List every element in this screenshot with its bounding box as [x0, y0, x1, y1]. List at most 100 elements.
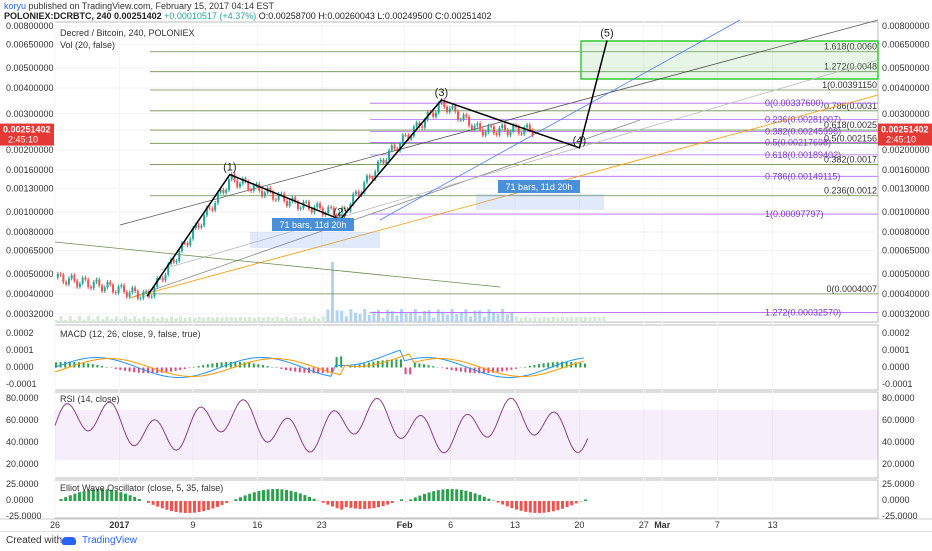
- volume-bar: [460, 312, 463, 322]
- volume-bar: [106, 316, 109, 322]
- x-tick-label: 2017: [109, 520, 129, 530]
- x-tick-label: Mar: [654, 520, 671, 530]
- macd-hist-bar: [165, 368, 167, 373]
- volume-bar: [501, 309, 504, 322]
- ewo-bar: [326, 501, 329, 505]
- ewo-bar: [432, 491, 435, 501]
- volume-bar: [60, 316, 63, 322]
- wave-label: (5): [600, 28, 613, 40]
- macd-hist-bar: [211, 363, 213, 367]
- x-tick-label: 9: [190, 520, 195, 530]
- fib-label-green: 0.236(0.0012: [824, 186, 877, 196]
- volume-bar: [400, 309, 403, 322]
- macd-hist-bar: [106, 367, 108, 368]
- y-tick-left: 0.00065000: [6, 246, 54, 256]
- ewo-bar: [234, 499, 237, 501]
- ewo-bar: [285, 490, 288, 501]
- ewo-bar: [239, 497, 242, 501]
- candle-body: [145, 291, 147, 292]
- range-shade: [476, 194, 604, 210]
- volume-bar: [515, 317, 518, 322]
- macd-hist-bar: [184, 368, 186, 370]
- ewo-bar: [423, 494, 426, 501]
- volume-bar: [239, 317, 242, 322]
- candle-body: [432, 113, 434, 117]
- candle-body: [87, 279, 89, 286]
- candle-body: [521, 134, 523, 135]
- candle-body: [253, 185, 255, 191]
- volume-bar: [584, 317, 587, 322]
- candle-body: [388, 150, 390, 160]
- candle-body: [225, 190, 227, 193]
- ewo-bar: [280, 489, 283, 501]
- macd-hist-bar: [101, 366, 103, 368]
- candle-body: [82, 278, 84, 284]
- macd-hist-bar: [432, 366, 434, 367]
- rsi-tick-left: 80.0000: [6, 393, 39, 403]
- macd-hist-bar: [290, 368, 292, 371]
- macd-hist-bar: [414, 363, 416, 368]
- volume-bar: [405, 313, 408, 322]
- y-tick-right: 0.00650000: [882, 40, 930, 50]
- y-tick-left: 0.00200000: [6, 145, 54, 155]
- volume-bar: [492, 312, 495, 322]
- candle-body: [90, 287, 92, 288]
- candle-body: [487, 126, 489, 133]
- ewo-bar: [133, 497, 136, 501]
- tradingview-link[interactable]: TradingView: [82, 532, 137, 550]
- macd-hist-bar: [336, 357, 338, 367]
- ewo-title: Elliot Wave Oscillator (close, 5, 35, fa…: [60, 483, 223, 493]
- volume-bar: [280, 318, 283, 322]
- ewo-bar: [529, 501, 532, 513]
- volume-bar: [234, 317, 237, 322]
- volume-bar: [497, 314, 500, 322]
- rsi-tick-left: 20.0000: [6, 459, 39, 469]
- candle-body: [164, 275, 166, 281]
- macd-hist-bar: [529, 366, 531, 368]
- candle-body: [118, 287, 120, 293]
- macd-hist-bar: [579, 363, 581, 368]
- ewo-bar: [469, 492, 472, 501]
- candle-body: [57, 274, 59, 278]
- candle-body: [482, 130, 484, 136]
- macd-hist-bar: [506, 368, 508, 371]
- candle-body: [468, 117, 470, 126]
- candle-body: [189, 239, 191, 246]
- candle-body: [203, 215, 205, 225]
- macd-hist-bar: [441, 368, 443, 369]
- macd-hist-bar: [64, 362, 66, 368]
- ewo-bar: [386, 501, 389, 505]
- volume-bar: [198, 317, 201, 322]
- candle-body: [476, 124, 478, 126]
- macd-hist-bar: [455, 368, 457, 371]
- ewo-bar: [377, 501, 380, 507]
- volume-bar: [345, 316, 348, 322]
- volume-bar: [294, 316, 297, 322]
- macd-tick-left: 0.0001: [6, 345, 34, 355]
- volume-bar: [211, 317, 214, 322]
- macd-hist-bar: [133, 368, 135, 373]
- ewo-bar: [64, 497, 67, 501]
- volume-bar: [221, 317, 224, 322]
- macd-tick-right: 0.0000: [882, 362, 910, 372]
- candle-body: [385, 160, 387, 163]
- volume-bar: [87, 316, 90, 322]
- candle-body: [509, 131, 511, 135]
- ewo-bar: [400, 499, 403, 501]
- fib-label-purple: 0.382(0.00245996): [765, 127, 841, 137]
- candle-body: [275, 200, 277, 201]
- candle-body: [153, 287, 155, 296]
- macd-hist-bar: [96, 365, 98, 368]
- volume-bar: [368, 315, 371, 322]
- candle-body: [421, 126, 423, 127]
- macd-hist-bar: [584, 364, 586, 368]
- volume-bar: [133, 316, 136, 322]
- candle-body: [454, 105, 456, 111]
- macd-hist-bar: [391, 360, 393, 368]
- macd-hist-bar: [510, 368, 512, 370]
- ewo-bar: [584, 499, 587, 501]
- volume-bar: [349, 309, 352, 322]
- macd-hist-bar: [198, 366, 200, 367]
- ewo-bar: [464, 491, 467, 501]
